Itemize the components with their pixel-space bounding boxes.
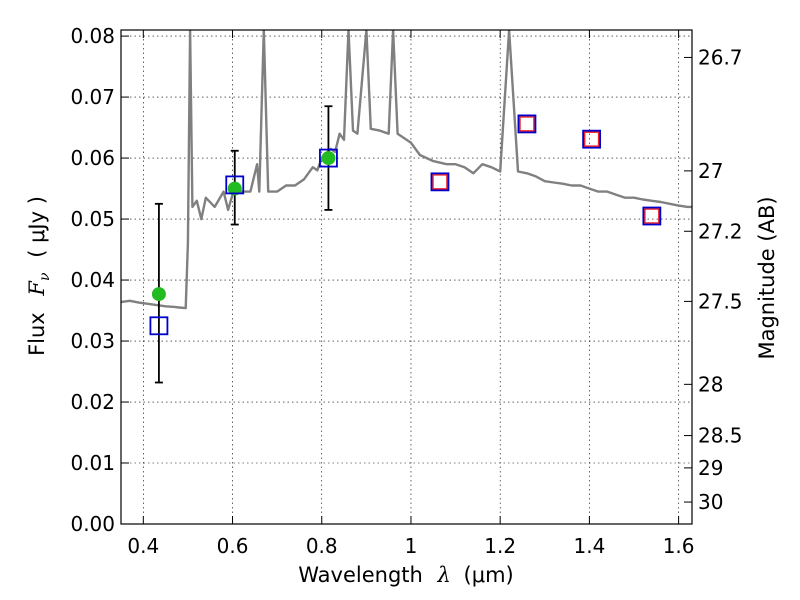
y-tick-label: 0.03 [70, 329, 115, 353]
x-tick-label: 0.4 [127, 534, 159, 558]
y-tick-label: 0.05 [70, 207, 115, 231]
x-tick-label: 1.2 [484, 534, 516, 558]
y-tick-label: 0.07 [70, 85, 115, 109]
limit-square-inner [432, 174, 448, 190]
model-phot-square [149, 316, 169, 336]
y2-axis-title: Magnitude (AB) [755, 196, 779, 359]
observed-point [151, 287, 166, 302]
y-axis-unit: ( μJy ) [25, 196, 49, 258]
y2-tick-label: 30 [698, 490, 723, 514]
x-tick-label: 0.6 [217, 534, 249, 558]
y2-tick-label: 29 [698, 456, 723, 480]
y2-tick-label: 28.5 [698, 424, 743, 448]
y-axis-subscript: ν [37, 272, 53, 281]
limit-square-inner [583, 131, 600, 147]
model-phot-square [517, 114, 537, 134]
grid [121, 30, 692, 525]
markers [149, 105, 662, 384]
model-phot-square [225, 175, 245, 195]
y2-tick-label: 27.5 [698, 289, 743, 313]
x-tick-label: 0.8 [306, 534, 338, 558]
y2-tick-label: 27 [698, 159, 723, 183]
y-tick-label: 0.01 [70, 451, 115, 475]
limit-square-inner [644, 208, 660, 224]
model-spectrum-line [121, 30, 692, 310]
ticks: 0.4 0.6 0.8 1 1.2 1.4 1.6 0.00 0.01 0.02 0.03 0.04 0… [70, 24, 742, 558]
y-axis-symbol: F [25, 280, 49, 297]
x-axis-symbol: λ [437, 563, 451, 587]
model-phot-square [582, 129, 602, 149]
observed-point [321, 151, 336, 166]
y-tick-label: 0.00 [70, 512, 115, 536]
model-phot-square [430, 172, 450, 192]
limit-square-inner [519, 116, 535, 132]
y-tick-label: 0.08 [70, 24, 115, 48]
x-axis-unit: (μm) [464, 563, 514, 587]
observed-point [227, 181, 242, 196]
y-tick-label: 0.04 [70, 268, 115, 292]
plot-frame [120, 29, 693, 525]
x-axis-title: Wavelength λ (μm) [298, 563, 513, 587]
y2-tick-label: 26.7 [698, 45, 743, 69]
y-tick-label: 0.02 [70, 390, 115, 414]
y-axis-label-text: Flux [25, 312, 49, 356]
y-tick-label: 0.06 [70, 146, 115, 170]
x-tick-label: 1 [405, 534, 418, 558]
model-phot-square [642, 206, 662, 226]
x-tick-label: 1.6 [663, 534, 695, 558]
model-spectrum [121, 30, 692, 310]
x-tick-label: 1.4 [573, 534, 605, 558]
y2-tick-label: 28 [698, 372, 723, 396]
y-axis-title: Flux Fν ( μJy ) [25, 196, 54, 356]
model-phot-square [319, 148, 338, 168]
y2-tick-label: 27.2 [698, 219, 743, 243]
x-axis-label-text: Wavelength [298, 563, 423, 587]
